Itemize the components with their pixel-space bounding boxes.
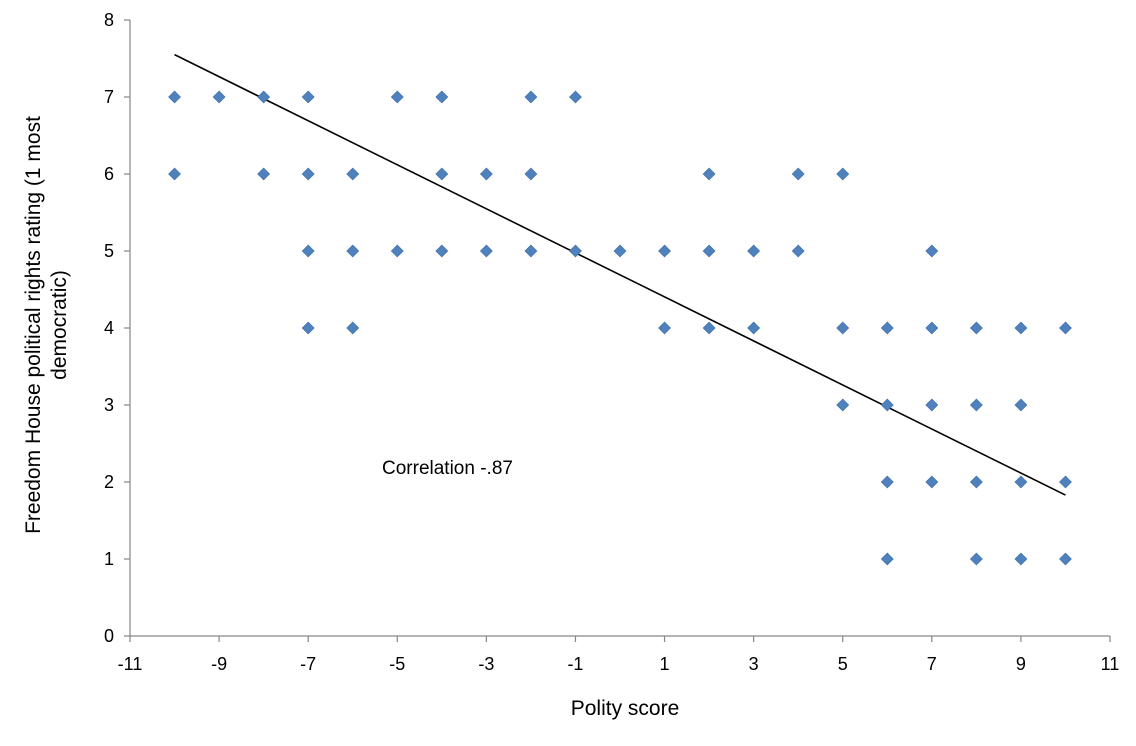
correlation-annotation: Correlation -.87 (382, 458, 513, 479)
y-tick-label: 6 (104, 164, 114, 184)
data-point (569, 244, 582, 258)
data-point (1059, 552, 1072, 566)
data-point (1014, 552, 1028, 566)
data-points (168, 90, 1072, 566)
data-point (257, 167, 271, 181)
y-tick-label: 0 (104, 626, 114, 646)
x-tick-label: -11 (118, 654, 143, 674)
y-tick-label: 3 (104, 395, 114, 415)
data-point (613, 244, 627, 258)
data-point (479, 244, 493, 258)
x-tick-label: -5 (389, 654, 405, 674)
data-point (212, 90, 226, 104)
trendline-group (174, 53, 1066, 496)
y-axis-title: Freedom House political rights rating (1… (22, 116, 71, 534)
data-point (1059, 475, 1072, 489)
data-point (1014, 398, 1028, 412)
data-point (346, 244, 360, 258)
data-point (390, 90, 404, 104)
data-point (925, 321, 939, 335)
y-tick-label: 8 (104, 10, 114, 30)
data-point (479, 167, 493, 181)
y-tick-label: 4 (104, 318, 114, 338)
data-point (747, 244, 761, 258)
data-point (880, 398, 894, 412)
data-point (702, 167, 716, 181)
data-point (524, 244, 538, 258)
x-tick-label: 5 (838, 654, 848, 674)
x-tick-label: 7 (927, 654, 937, 674)
data-point (390, 244, 404, 258)
data-point (301, 321, 315, 335)
data-point (880, 321, 894, 335)
x-tick-label: 9 (1016, 654, 1026, 674)
data-point (168, 167, 181, 181)
y-tick-label: 5 (104, 241, 114, 261)
data-point (836, 167, 850, 181)
data-point (346, 321, 360, 335)
x-axis-title: Polity score (571, 697, 680, 720)
data-point (435, 167, 449, 181)
data-point (969, 321, 983, 335)
data-point (702, 321, 716, 335)
data-point (925, 475, 939, 489)
x-tick-label: -3 (478, 654, 494, 674)
data-point (524, 90, 538, 104)
data-point (791, 244, 805, 258)
y-axis-title-line-2: democratic) (48, 270, 71, 380)
data-point (1014, 321, 1028, 335)
data-point (969, 398, 983, 412)
data-point (702, 244, 716, 258)
data-point (1014, 475, 1028, 489)
x-tick-label: -1 (567, 654, 583, 674)
data-point (435, 90, 449, 104)
data-point (658, 244, 671, 258)
data-point (301, 167, 315, 181)
x-tick-label: -9 (211, 654, 227, 674)
data-point (925, 244, 939, 258)
data-point (435, 244, 449, 258)
data-point (747, 321, 761, 335)
y-tick-label: 2 (104, 472, 114, 492)
data-point (168, 90, 181, 104)
data-point (301, 90, 315, 104)
x-tick-label: 1 (660, 654, 670, 674)
y-tick-label: 1 (104, 549, 114, 569)
tick-marks (124, 19, 1111, 642)
data-point (969, 552, 983, 566)
data-point (925, 398, 939, 412)
data-point (658, 321, 671, 335)
data-point (346, 167, 360, 181)
data-point (301, 244, 315, 258)
data-point (257, 90, 271, 104)
x-tick-label: 3 (749, 654, 759, 674)
x-tick-label: 11 (1101, 654, 1120, 674)
axes (129, 20, 1110, 637)
trendline (174, 53, 1066, 496)
data-point (880, 475, 894, 489)
data-point (524, 167, 538, 181)
y-tick-label: 7 (104, 87, 114, 107)
y-axis-title-line-1: Freedom House political rights rating (1… (22, 116, 45, 534)
data-point (836, 321, 850, 335)
data-point (969, 475, 983, 489)
data-point (880, 552, 894, 566)
x-tick-label: -7 (300, 654, 316, 674)
data-point (836, 398, 850, 412)
data-point (1059, 321, 1072, 335)
data-point (791, 167, 805, 181)
data-point (569, 90, 582, 104)
